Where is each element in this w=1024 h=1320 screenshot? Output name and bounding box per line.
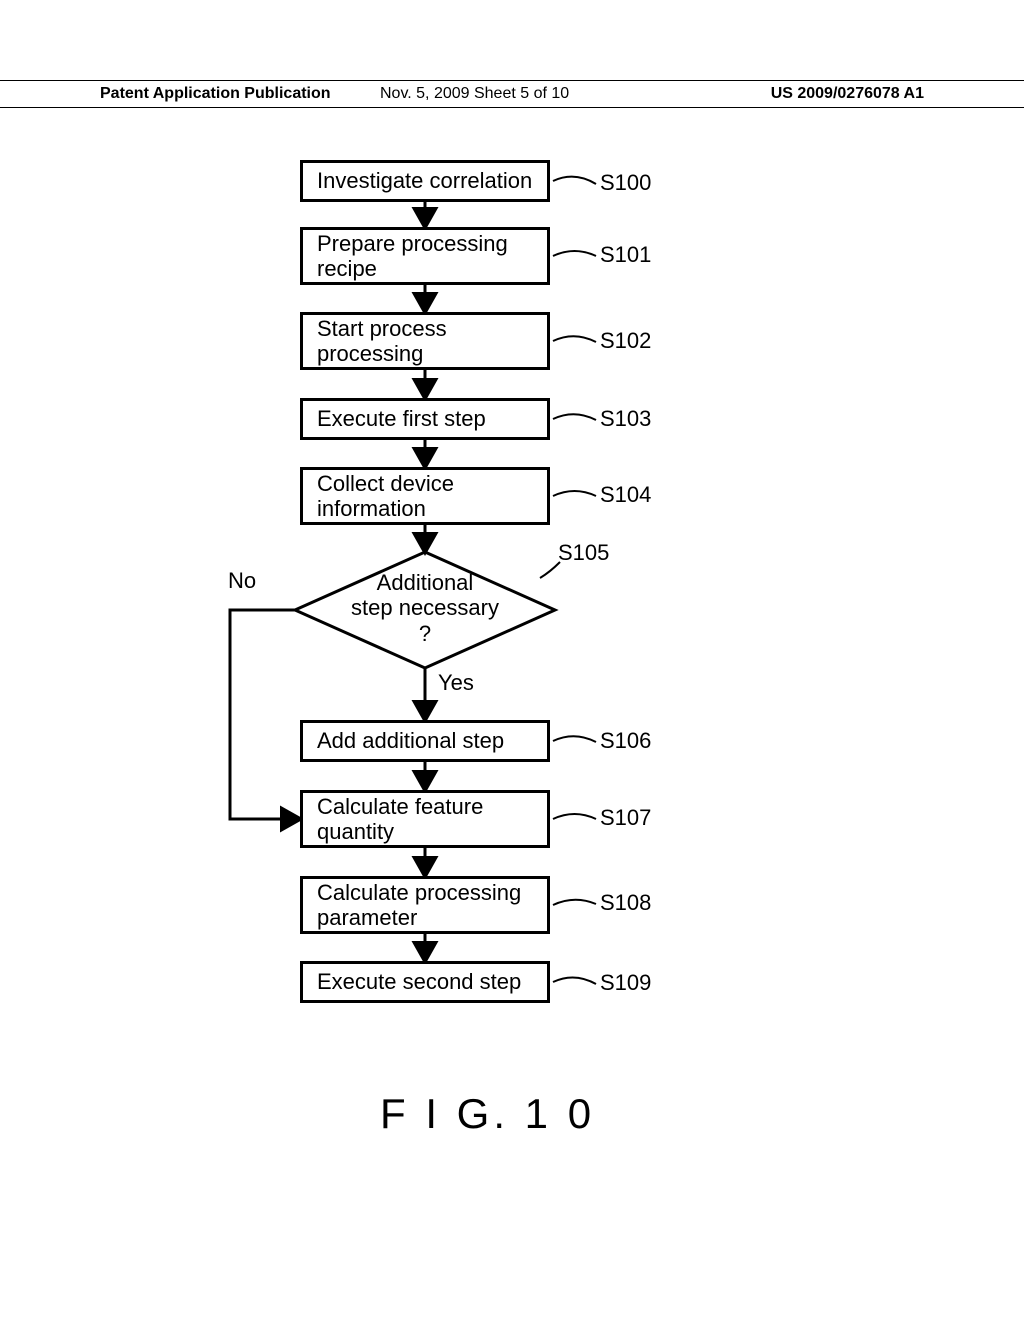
- flow-node-s104: Collect deviceinformation: [300, 467, 550, 525]
- flow-node-s108: Calculate processingparameter: [300, 876, 550, 934]
- flowchart-svg: [0, 160, 1024, 1160]
- ref-label-s108: S108: [600, 890, 651, 916]
- flow-node-s102: Start processprocessing: [300, 312, 550, 370]
- flow-node-label: Collect deviceinformation: [317, 471, 454, 522]
- ref-label-s106: S106: [600, 728, 651, 754]
- flow-node-label: Investigate correlation: [317, 168, 532, 193]
- flow-node-s103: Execute first step: [300, 398, 550, 440]
- decision-yes-label: Yes: [438, 670, 474, 696]
- ref-label-s107: S107: [600, 805, 651, 831]
- flow-node-label: Calculate featurequantity: [317, 794, 483, 845]
- flow-node-label: Start processprocessing: [317, 316, 447, 367]
- flow-node-s109: Execute second step: [300, 961, 550, 1003]
- ref-label-s109: S109: [600, 970, 651, 996]
- page-header: Patent Application Publication Nov. 5, 2…: [0, 80, 1024, 108]
- decision-no-label: No: [228, 568, 256, 594]
- ref-label-s101: S101: [600, 242, 651, 268]
- flow-node-s100: Investigate correlation: [300, 160, 550, 202]
- flow-node-label: Calculate processingparameter: [317, 880, 521, 931]
- ref-label-s103: S103: [600, 406, 651, 432]
- figure-label: F I G. 1 0: [380, 1090, 595, 1138]
- header-mid: Nov. 5, 2009 Sheet 5 of 10: [380, 85, 569, 103]
- flow-node-label: Add additional step: [317, 728, 504, 753]
- flow-node-s106: Add additional step: [300, 720, 550, 762]
- ref-label-s105: S105: [558, 540, 609, 566]
- ref-label-s102: S102: [600, 328, 651, 354]
- flowchart: Investigate correlation S100 Prepare proce…: [0, 160, 1024, 1160]
- flow-node-label: Execute first step: [317, 406, 486, 431]
- ref-label-s100: S100: [600, 170, 651, 196]
- decision-label: Additionalstep necessary?: [335, 570, 515, 646]
- header-left: Patent Application Publication: [100, 85, 331, 103]
- flow-node-s107: Calculate featurequantity: [300, 790, 550, 848]
- flow-node-label: Execute second step: [317, 969, 521, 994]
- ref-label-s104: S104: [600, 482, 651, 508]
- header-right: US 2009/0276078 A1: [771, 85, 924, 103]
- flow-node-s101: Prepare processingrecipe: [300, 227, 550, 285]
- flow-node-label: Prepare processingrecipe: [317, 231, 508, 282]
